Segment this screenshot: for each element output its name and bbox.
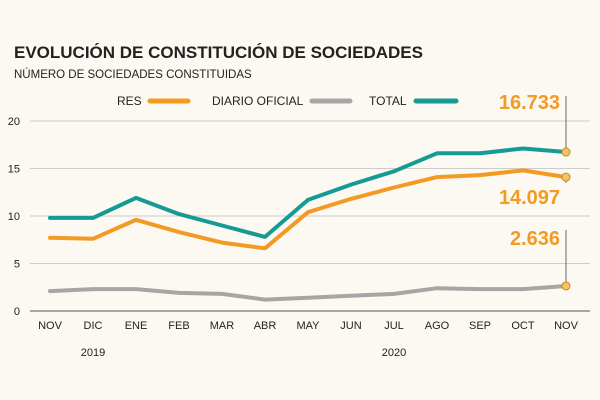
x-tick-label: ENE — [125, 320, 148, 332]
series-line — [48, 146, 568, 239]
chart-subtitle: NÚMERO DE SOCIEDADES CONSTITUIDAS — [14, 68, 252, 81]
legend-item: DIARIO OFICIAL — [212, 94, 353, 108]
end-marker — [561, 147, 571, 157]
year-label: 2020 — [382, 347, 406, 359]
grid-layer — [30, 120, 590, 264]
year-label: 2019 — [81, 347, 105, 359]
callout-value: 16.733 — [499, 92, 560, 114]
series-line — [48, 284, 568, 302]
legend-label: TOTAL — [369, 94, 407, 108]
x-tick-label: ABR — [254, 320, 277, 332]
x-tick-label: AGO — [425, 320, 450, 332]
x-tick-label: MAY — [296, 320, 320, 332]
x-tick-label: JUN — [340, 320, 361, 332]
legend-item: RES — [117, 94, 191, 108]
callout-layer: 16.733 14.097 2.636 — [499, 92, 571, 291]
y-tick-label: 0 — [14, 306, 20, 318]
end-marker — [561, 281, 571, 291]
x-tick-label: NOV — [38, 320, 63, 332]
x-tick-label: MAR — [210, 320, 235, 332]
x-tick-label: NOV — [554, 320, 579, 332]
callout-value: 2.636 — [510, 228, 560, 250]
callout: 2.636 — [510, 228, 571, 291]
callout-value: 14.097 — [499, 187, 560, 209]
legend-item: TOTAL — [369, 94, 459, 108]
x-tick-label: FEB — [168, 320, 189, 332]
x-tick-label: DIC — [84, 320, 103, 332]
end-marker — [561, 172, 571, 182]
x-tick-label: OCT — [511, 320, 535, 332]
series-line — [48, 168, 568, 251]
callout: 14.097 — [499, 172, 571, 209]
legend-label: RES — [117, 94, 142, 108]
legend-label: DIARIO OFICIAL — [212, 94, 304, 108]
x-tick-label: JUL — [384, 320, 404, 332]
chart-title: EVOLUCIÓN DE CONSTITUCIÓN DE SOCIEDADES — [14, 43, 423, 62]
callout: 16.733 — [499, 92, 571, 157]
y-tick-label: 20 — [8, 116, 20, 128]
legend: RES DIARIO OFICIAL TOTAL — [117, 94, 459, 108]
y-tick-label: 10 — [8, 211, 20, 223]
axis-layer: 0 5 10 15 20 NOV DIC ENE FEB MAR ABR MAY JUN JUL AGO SE… — [8, 116, 590, 359]
y-tick-label: 15 — [8, 164, 20, 176]
y-tick-label: 5 — [14, 259, 20, 271]
x-tick-label: SEP — [469, 320, 491, 332]
series-layer — [48, 146, 568, 302]
